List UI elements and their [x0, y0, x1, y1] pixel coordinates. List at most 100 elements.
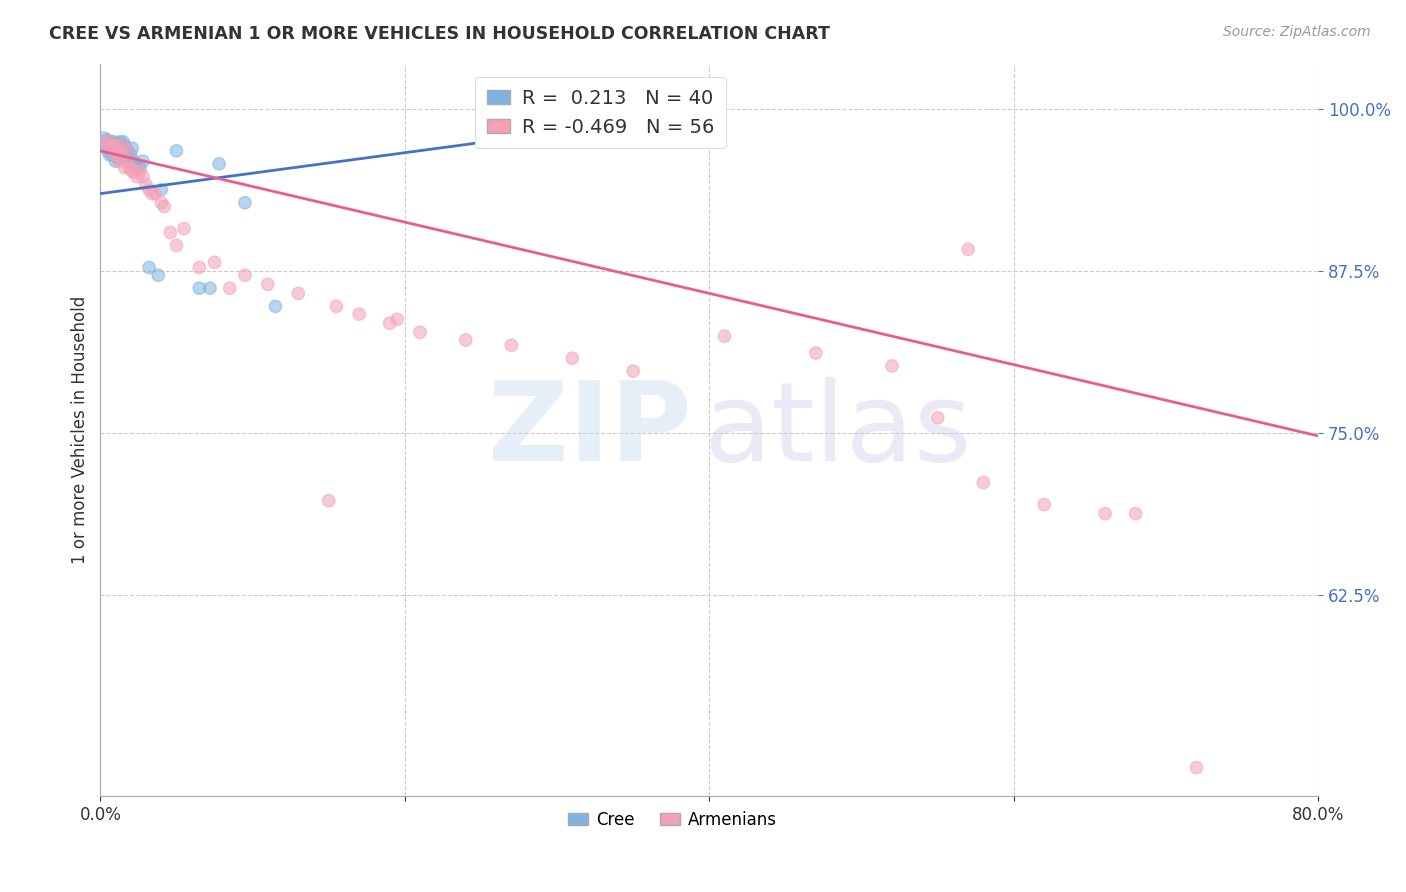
Point: [233, 268, 256, 283]
Point: [111, 144, 134, 158]
Point: [347, 307, 370, 321]
Point: [129, 164, 152, 178]
Point: [93, 135, 115, 149]
Point: [387, 312, 409, 326]
Point: [188, 281, 211, 295]
Point: [138, 260, 160, 275]
Point: [173, 221, 195, 235]
Y-axis label: 1 or more Vehicles in Household: 1 or more Vehicles in Household: [72, 296, 89, 565]
Point: [256, 277, 278, 292]
Point: [1033, 498, 1056, 512]
Point: [138, 183, 160, 197]
Text: Source: ZipAtlas.com: Source: ZipAtlas.com: [1223, 25, 1371, 39]
Point: [713, 329, 735, 343]
Point: [150, 195, 173, 210]
Point: [96, 135, 118, 149]
Point: [143, 186, 166, 201]
Point: [101, 144, 124, 158]
Point: [122, 164, 145, 178]
Point: [108, 135, 131, 149]
Point: [121, 141, 143, 155]
Point: [107, 138, 129, 153]
Point: [112, 138, 135, 153]
Point: [132, 154, 155, 169]
Point: [129, 161, 152, 175]
Point: [135, 178, 157, 192]
Point: [108, 144, 131, 158]
Point: [98, 135, 121, 149]
Point: [103, 141, 125, 155]
Point: [198, 281, 221, 295]
Point: [1185, 761, 1208, 775]
Point: [94, 135, 117, 149]
Point: [120, 147, 142, 161]
Point: [880, 359, 903, 373]
Point: [107, 152, 129, 166]
Point: [104, 154, 127, 169]
Point: [121, 164, 143, 178]
Point: [117, 144, 139, 158]
Point: [101, 147, 124, 161]
Text: ZIP: ZIP: [488, 376, 690, 483]
Point: [668, 118, 690, 132]
Point: [115, 154, 138, 169]
Point: [218, 281, 240, 295]
Point: [927, 410, 949, 425]
Point: [621, 364, 644, 378]
Point: [208, 157, 231, 171]
Point: [409, 325, 432, 339]
Point: [112, 138, 135, 153]
Point: [233, 195, 256, 210]
Point: [117, 144, 139, 158]
Point: [97, 138, 120, 153]
Point: [104, 147, 127, 161]
Point: [118, 154, 141, 169]
Point: [114, 138, 136, 153]
Point: [100, 135, 122, 149]
Point: [107, 154, 129, 169]
Point: [98, 147, 121, 161]
Point: [325, 299, 347, 313]
Point: [108, 146, 131, 161]
Point: [114, 152, 136, 166]
Text: CREE VS ARMENIAN 1 OR MORE VEHICLES IN HOUSEHOLD CORRELATION CHART: CREE VS ARMENIAN 1 OR MORE VEHICLES IN H…: [49, 25, 830, 43]
Point: [120, 161, 142, 175]
Point: [378, 316, 401, 330]
Point: [103, 138, 125, 153]
Point: [115, 147, 138, 161]
Point: [318, 493, 340, 508]
Point: [125, 169, 148, 184]
Point: [204, 255, 226, 269]
Point: [100, 141, 122, 155]
Point: [125, 161, 148, 175]
Point: [105, 138, 128, 153]
Point: [501, 338, 523, 352]
Point: [804, 346, 827, 360]
Point: [287, 286, 309, 301]
Point: [159, 226, 181, 240]
Point: [166, 238, 188, 252]
Point: [105, 144, 128, 158]
Point: [97, 144, 120, 158]
Point: [561, 351, 583, 366]
Point: [454, 333, 477, 347]
Point: [166, 144, 188, 158]
Point: [1094, 507, 1116, 521]
Legend: Cree, Armenians: Cree, Armenians: [561, 804, 785, 835]
Point: [104, 138, 127, 153]
Point: [118, 161, 141, 175]
Point: [103, 135, 125, 149]
Point: [141, 186, 163, 201]
Point: [132, 169, 155, 184]
Point: [264, 299, 287, 313]
Point: [957, 243, 980, 257]
Point: [150, 183, 173, 197]
Text: atlas: atlas: [703, 376, 972, 483]
Point: [148, 268, 170, 283]
Point: [188, 260, 211, 275]
Point: [1125, 507, 1147, 521]
Point: [153, 200, 176, 214]
Point: [122, 154, 145, 169]
Point: [112, 135, 135, 149]
Point: [114, 161, 136, 175]
